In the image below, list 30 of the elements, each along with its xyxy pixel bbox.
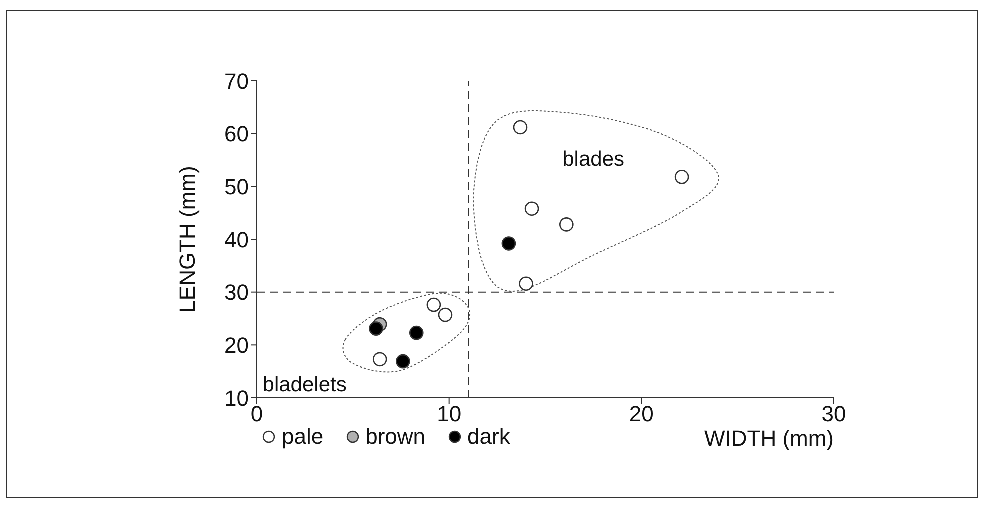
y-tick-label: 30 [224, 280, 249, 306]
point [524, 202, 540, 216]
legend-label: dark [468, 424, 510, 450]
point [513, 120, 528, 135]
y-axis-title: LENGTH (mm) [174, 166, 200, 313]
point [372, 352, 388, 367]
y-tick-label: 40 [224, 227, 249, 252]
x-tick-label: 10 [437, 402, 462, 427]
annotation: bladelets [262, 373, 347, 396]
point [438, 308, 453, 322]
point [426, 298, 442, 312]
point [396, 354, 410, 369]
annotation: blades [562, 148, 625, 171]
point [502, 236, 516, 251]
y-tick-label: 50 [224, 174, 249, 200]
y-tick-label: 70 [224, 68, 249, 94]
x-tick-label: 0 [250, 402, 264, 427]
point [409, 326, 424, 340]
y-tick-label: 20 [224, 332, 249, 358]
y-tick-label: 60 [224, 122, 249, 147]
legend-label: brown [366, 424, 426, 450]
x-tick-label: 20 [629, 402, 654, 427]
legend-label: pale [282, 424, 324, 450]
point [674, 170, 690, 184]
point [369, 322, 384, 336]
point [560, 218, 574, 232]
point [519, 276, 534, 292]
x-tick-label: 30 [822, 402, 846, 427]
x-axis-title: WIDTH (mm) [704, 426, 834, 451]
y-tick-label: 10 [224, 386, 249, 411]
